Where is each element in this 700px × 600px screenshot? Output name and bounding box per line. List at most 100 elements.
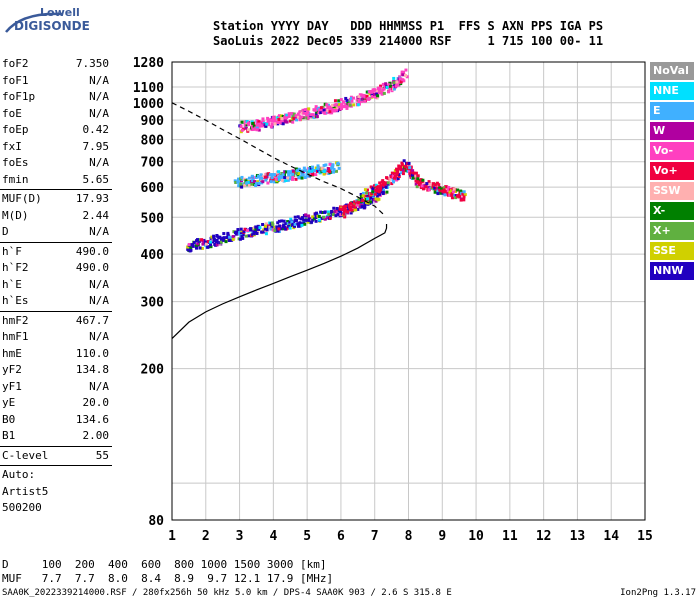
echo-point bbox=[272, 225, 276, 229]
param-value: 2.00 bbox=[82, 429, 110, 442]
param-row-ye: yE 20.0 bbox=[0, 395, 112, 412]
auto-line: 500200 bbox=[2, 501, 42, 514]
echo-point bbox=[421, 187, 425, 191]
echo-point bbox=[401, 172, 405, 176]
echo-point bbox=[186, 245, 190, 249]
echo-point bbox=[314, 219, 318, 223]
echo-point bbox=[313, 169, 317, 173]
echo-point bbox=[264, 222, 268, 226]
echo-point bbox=[196, 242, 200, 246]
param-row-clevel: C-level 55 bbox=[0, 448, 112, 465]
echo-point bbox=[447, 186, 451, 190]
echo-point bbox=[233, 179, 237, 183]
echo-point bbox=[322, 164, 326, 168]
param-value: N/A bbox=[89, 156, 109, 169]
echo-point bbox=[257, 227, 261, 231]
echo-point bbox=[332, 167, 336, 171]
echo-point bbox=[375, 89, 379, 93]
echo-point bbox=[271, 223, 275, 227]
param-row-hme: hmE 110.0 bbox=[0, 346, 112, 363]
echo-point bbox=[359, 195, 363, 199]
echo-point bbox=[373, 192, 377, 196]
echo-point bbox=[391, 180, 395, 184]
echo-point bbox=[355, 203, 359, 207]
echo-point bbox=[209, 245, 213, 249]
param-value: 467.7 bbox=[75, 313, 109, 327]
echo-point bbox=[408, 166, 412, 170]
echo-point bbox=[433, 183, 437, 187]
echo-point bbox=[288, 119, 292, 123]
station-header: Station YYYY DAY DDD HHMMSS P1 FFS S AXN… bbox=[213, 19, 603, 49]
echo-point bbox=[376, 194, 380, 198]
echo-point bbox=[291, 120, 295, 124]
echo-point bbox=[286, 176, 290, 180]
echo-point bbox=[254, 182, 258, 186]
echo-point bbox=[328, 107, 332, 111]
echo-point bbox=[462, 195, 466, 199]
echo-point bbox=[330, 211, 334, 215]
echo-point bbox=[369, 196, 373, 200]
param-value: N/A bbox=[89, 90, 109, 103]
echo-point bbox=[400, 163, 404, 167]
param-name: hmF1 bbox=[2, 330, 29, 343]
echo-point bbox=[334, 169, 338, 173]
echo-point bbox=[276, 120, 280, 124]
param-name: yE bbox=[2, 396, 16, 409]
echo-point bbox=[276, 116, 280, 120]
echo-point bbox=[350, 208, 354, 212]
echo-point bbox=[400, 161, 404, 165]
echo-point bbox=[263, 172, 267, 176]
divider bbox=[0, 465, 112, 466]
echo-point bbox=[344, 96, 348, 100]
echo-point bbox=[210, 235, 214, 239]
echo-point bbox=[247, 180, 251, 184]
echo-point bbox=[215, 243, 219, 247]
echo-point bbox=[260, 124, 264, 128]
echo-point bbox=[240, 120, 244, 124]
echo-point bbox=[264, 224, 268, 228]
echo-point bbox=[201, 242, 205, 246]
legend-item-vo: Vo+ bbox=[650, 162, 694, 180]
echo-point bbox=[304, 218, 308, 222]
echo-point bbox=[247, 183, 251, 187]
echo-point bbox=[277, 114, 281, 118]
echo-point bbox=[445, 185, 449, 189]
echo-point bbox=[316, 107, 320, 111]
echo-point bbox=[323, 217, 327, 221]
echo-point bbox=[404, 164, 408, 168]
echo-point bbox=[361, 191, 365, 195]
echo-point bbox=[311, 113, 315, 117]
echo-point bbox=[369, 90, 373, 94]
echo-point bbox=[293, 224, 297, 228]
echo-point bbox=[392, 87, 396, 91]
divider bbox=[0, 241, 112, 243]
echo-point bbox=[326, 103, 330, 107]
echo-point bbox=[303, 175, 307, 179]
echo-point bbox=[294, 177, 298, 181]
echo-point bbox=[344, 204, 348, 208]
echo-point bbox=[279, 177, 283, 181]
echo-point bbox=[361, 198, 365, 202]
echo-point bbox=[397, 175, 401, 179]
echo-point bbox=[392, 76, 396, 80]
echo-point bbox=[259, 173, 263, 177]
echo-point bbox=[281, 120, 285, 124]
echo-point bbox=[264, 232, 268, 236]
echo-point bbox=[396, 177, 400, 181]
param-row-fxi: fxI 7.95 bbox=[0, 139, 112, 156]
lowell-digisonde-logo: Lowell DIGISONDE bbox=[2, 6, 112, 46]
x-tick-label: 11 bbox=[502, 529, 518, 544]
echo-point bbox=[384, 182, 388, 186]
echo-point bbox=[232, 230, 236, 234]
echo-point bbox=[262, 230, 266, 234]
echo-point bbox=[456, 188, 460, 192]
echo-point bbox=[373, 93, 377, 97]
echo-point bbox=[331, 213, 335, 217]
echo-point bbox=[239, 125, 243, 129]
echo-point bbox=[287, 112, 291, 116]
echo-point bbox=[297, 167, 301, 171]
echo-point bbox=[254, 225, 258, 229]
echo-point bbox=[255, 119, 259, 123]
x-tick-label: 13 bbox=[570, 529, 586, 544]
echo-point bbox=[389, 84, 393, 88]
